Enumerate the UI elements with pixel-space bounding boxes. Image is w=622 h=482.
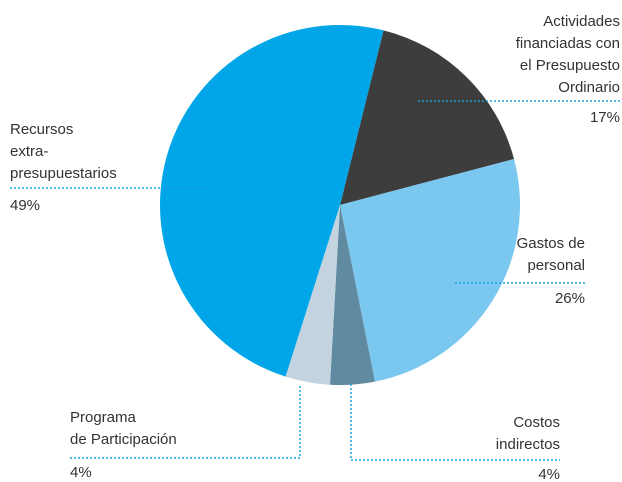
label-line: Actividades: [543, 13, 620, 30]
value-label: 26%: [555, 290, 585, 307]
pie-slice: [340, 159, 520, 382]
pie-slice: [340, 30, 515, 205]
value-label: 17%: [590, 109, 620, 126]
label-line: Costos: [513, 414, 560, 431]
pie-slice: [285, 205, 340, 385]
label-line: personal: [527, 257, 585, 274]
slice-label: Actividades financiadas con el Presupuesto…: [516, 13, 620, 96]
label-line: Gastos de: [517, 235, 585, 252]
leader-line: [350, 384, 560, 461]
label-line: de Participación: [70, 431, 177, 448]
label-line: Recursos: [10, 121, 73, 138]
leader-line: [70, 384, 301, 459]
label-line: el Presupuesto: [520, 57, 620, 74]
label-line: indirectos: [496, 436, 560, 453]
label-line: Ordinario: [558, 79, 620, 96]
value-label: 4%: [70, 464, 92, 481]
pie-slice: [159, 24, 384, 377]
slice-label: Recursos extra-presupuestarios: [10, 121, 117, 182]
value-label: 49%: [10, 197, 40, 214]
label-line: presupuestarios: [10, 165, 117, 182]
pie-slice: [329, 205, 375, 385]
label-line: extra-: [10, 143, 48, 160]
slice-label: Gastos de personal: [517, 235, 585, 274]
slice-label: Programa de Participación: [70, 409, 177, 448]
slice-label: Costos indirectos: [496, 414, 560, 453]
value-label: 4%: [538, 466, 560, 482]
label-line: financiadas con: [516, 35, 620, 52]
label-line: Programa: [70, 409, 137, 426]
